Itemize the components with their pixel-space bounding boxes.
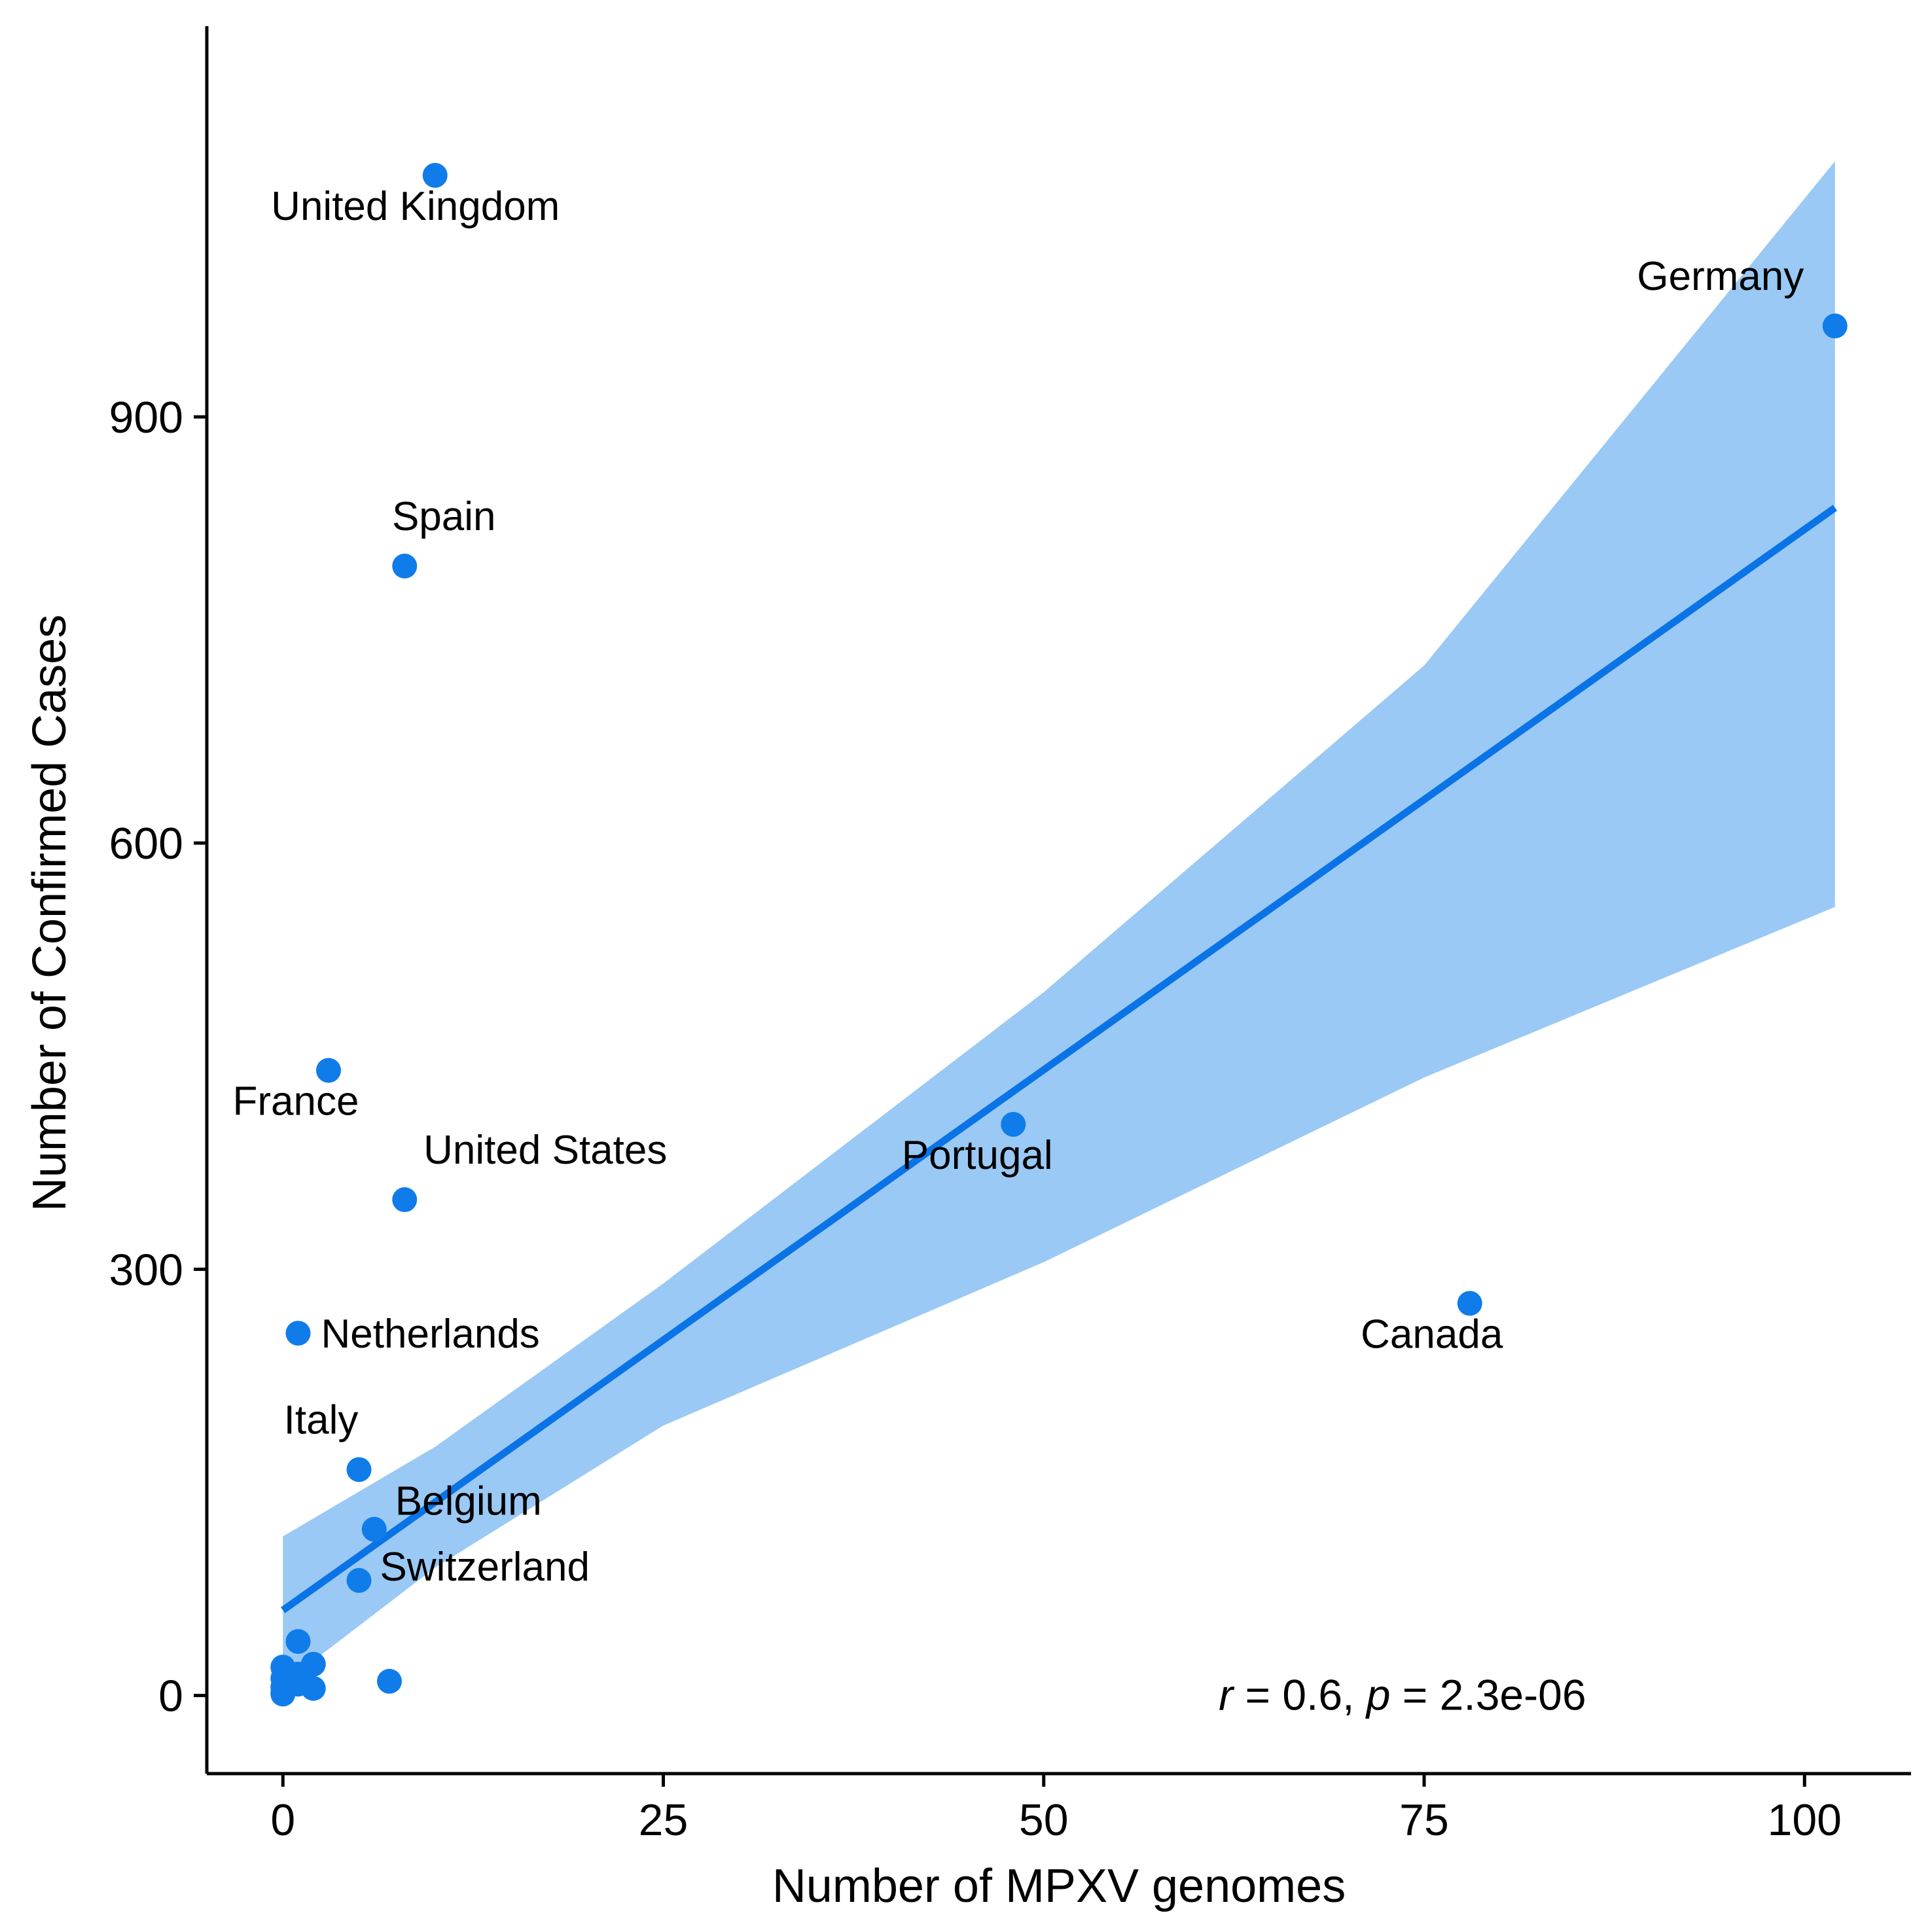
data-point: [1001, 1111, 1026, 1137]
data-point: [285, 1321, 311, 1346]
y-ticks-layer: 0 300 600 900: [109, 393, 207, 1721]
confidence-band-layer: [283, 161, 1835, 1685]
p-symbol: p: [1365, 1671, 1391, 1719]
r-value: = 0.6,: [1233, 1671, 1367, 1719]
data-point: [377, 1668, 402, 1694]
point-labels-layer: United Kingdom Germany Spain France Portugal…: [233, 184, 1804, 1590]
x-tick-label: 75: [1399, 1795, 1449, 1845]
data-point: [1822, 313, 1848, 339]
point-label: Belgium: [395, 1479, 542, 1524]
data-point: [361, 1516, 387, 1542]
point-label: France: [233, 1079, 359, 1124]
y-tick-label: 900: [109, 393, 183, 442]
x-tick-label: 0: [270, 1795, 295, 1845]
confidence-band: [283, 161, 1835, 1685]
data-points-layer: [270, 162, 1848, 1707]
point-label: United Kingdom: [271, 184, 560, 229]
data-point: [346, 1457, 372, 1482]
p-value: = 2.3e-06: [1390, 1671, 1586, 1719]
regression-line-layer: [281, 505, 1837, 1613]
data-point: [285, 1629, 311, 1655]
point-label: Germany: [1637, 254, 1804, 299]
axes-layer: [205, 26, 1911, 1776]
data-point: [392, 1187, 418, 1213]
y-axis-title: Number of Confirmed Cases: [24, 615, 76, 1211]
point-label: Switzerland: [380, 1545, 590, 1590]
x-tick-label: 25: [639, 1795, 689, 1845]
data-point: [422, 162, 448, 188]
point-label: Portugal: [902, 1133, 1053, 1178]
data-point: [1457, 1291, 1482, 1316]
x-tick-label: 100: [1768, 1795, 1842, 1845]
point-label: Netherlands: [321, 1312, 540, 1357]
point-label: Italy: [284, 1397, 359, 1442]
y-tick-label: 600: [109, 819, 183, 868]
y-tick-label: 0: [158, 1672, 183, 1721]
point-label: Spain: [392, 494, 496, 539]
x-tick-label: 50: [1019, 1795, 1069, 1845]
point-label: Canada: [1361, 1312, 1503, 1357]
r-symbol: r: [1219, 1671, 1235, 1719]
correlation-annotation: r = 0.6, p = 2.3e-06: [1219, 1671, 1586, 1719]
point-label: United States: [423, 1128, 667, 1173]
data-point: [270, 1681, 296, 1707]
data-point: [316, 1058, 341, 1083]
data-point: [346, 1567, 372, 1593]
regression-line: [281, 505, 1837, 1613]
x-axis-title: Number of MPXV genomes: [772, 1860, 1346, 1912]
y-tick-label: 300: [109, 1245, 183, 1295]
x-ticks-layer: 0 25 50 75 100: [270, 1774, 1842, 1845]
data-point: [300, 1675, 326, 1701]
data-point: [392, 553, 418, 579]
